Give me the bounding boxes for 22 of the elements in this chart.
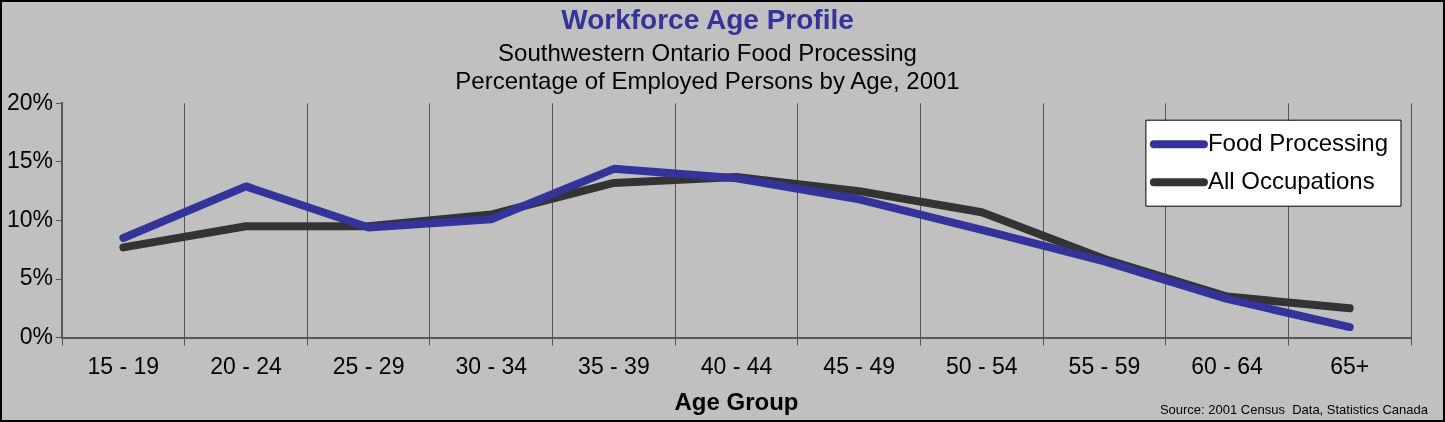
- x-tick-label: 35 - 39: [578, 352, 650, 379]
- y-tick-label: 0%: [19, 322, 54, 349]
- y-tick-label: 20%: [6, 88, 54, 115]
- chart-title: Workforce Age Profile: [561, 3, 854, 35]
- x-tick-label: 20 - 24: [210, 352, 282, 379]
- x-tick-label: 45 - 49: [823, 352, 895, 379]
- x-tick-label: 40 - 44: [700, 352, 773, 379]
- x-tick-label: 60 - 64: [1191, 352, 1264, 379]
- y-tick-label: 5%: [19, 264, 54, 291]
- chart-subtitle: Southwestern Ontario Food Processing Percentage of Employed Persons by Age, 2001: [455, 38, 960, 95]
- x-axis-title: Age Group: [674, 388, 799, 416]
- x-tick-label: 25 - 29: [332, 352, 405, 379]
- x-tick-label: 50 - 54: [945, 352, 1018, 379]
- legend-label: All Occupations: [1207, 166, 1375, 194]
- x-tick-label: 55 - 59: [1068, 352, 1141, 379]
- source-note: Source: 2001 Census Data, Statistics Canada: [1159, 402, 1429, 418]
- y-tick-label: 15%: [6, 147, 54, 174]
- legend-label: Food Processing: [1207, 128, 1388, 156]
- x-tick-label: 30 - 34: [455, 352, 528, 379]
- x-tick-label: 65+: [1330, 352, 1370, 379]
- y-tick-label: 10%: [6, 205, 54, 232]
- x-tick-label: 15 - 19: [87, 352, 160, 379]
